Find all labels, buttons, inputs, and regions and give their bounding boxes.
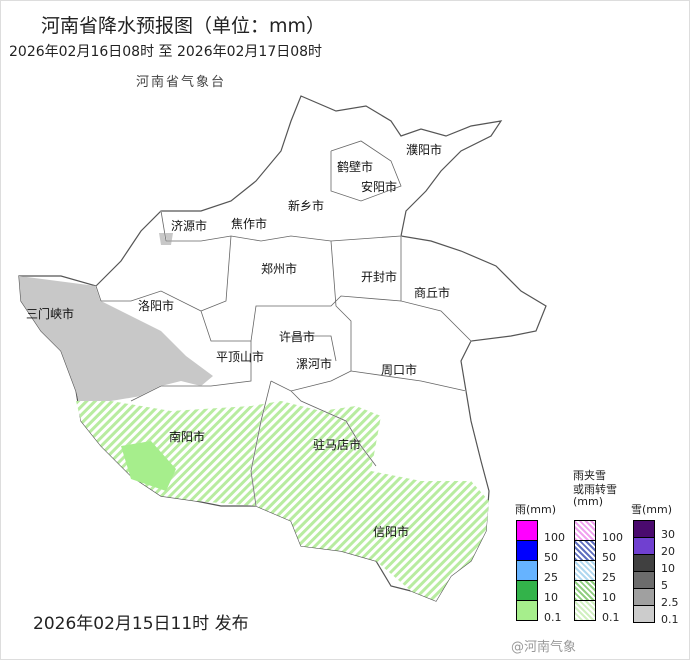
- city-label: 开封市: [361, 270, 398, 284]
- snow-area: [19, 276, 213, 411]
- city-label: 焦作市: [231, 217, 268, 231]
- city-label: 平顶山市: [216, 350, 265, 364]
- legend-value: 25: [602, 571, 616, 584]
- issue-time: 2026年02月15日11时 发布: [33, 614, 249, 634]
- city-label: 信阳市: [373, 525, 410, 539]
- legend-rain-title: 雨(mm): [515, 503, 557, 516]
- city-label: 周口市: [381, 363, 418, 377]
- city-label: 濮阳市: [406, 143, 443, 157]
- legend-value: 30: [661, 528, 675, 541]
- legend-swatch: [633, 605, 655, 623]
- legend-swatch: [516, 560, 538, 581]
- city-label: 郑州市: [261, 262, 298, 276]
- city-label: 许昌市: [279, 330, 316, 344]
- city-label: 洛阳市: [138, 299, 175, 313]
- legend-value: 50: [602, 551, 616, 564]
- legend-swatch: [633, 537, 655, 555]
- agency-name: 河南省气象台: [136, 75, 227, 90]
- legend-swatch: [574, 580, 596, 601]
- map-title: 河南省降水预报图（单位：mm）: [41, 15, 326, 37]
- forecast-period: 2026年02月16日08时 至 2026年02月17日08时: [9, 44, 323, 60]
- legend-snow-title: 雪(mm): [631, 503, 673, 516]
- legend-value: 10: [544, 591, 558, 604]
- city-label: 驻马店市: [313, 438, 362, 452]
- legend-swatch: [633, 520, 655, 538]
- legend-value: 0.1: [544, 611, 562, 624]
- legend-swatch: [516, 520, 538, 541]
- city-label: 南阳市: [169, 430, 206, 444]
- legend-mixed-unit: (mm): [573, 495, 604, 508]
- legend-value: 50: [544, 551, 558, 564]
- legend-mixed-title: 或雨转雪: [573, 483, 617, 496]
- legend-swatch: [633, 588, 655, 606]
- legend-swatch: [516, 580, 538, 601]
- legend-value: 20: [661, 545, 675, 558]
- legend-value: 10: [661, 562, 675, 575]
- legend-swatch: [516, 600, 538, 621]
- light-rain-area: [121, 441, 176, 491]
- city-label: 济源市: [171, 219, 208, 233]
- legend-value: 25: [544, 571, 558, 584]
- legend-swatch: [574, 600, 596, 621]
- city-label: 安阳市: [361, 180, 398, 194]
- legend-value: 0.1: [602, 611, 620, 624]
- legend-swatch: [633, 571, 655, 589]
- city-label: 新乡市: [288, 199, 325, 213]
- city-label: 三门峡市: [26, 307, 75, 321]
- city-label: 商丘市: [414, 286, 451, 300]
- legend-swatch: [574, 520, 596, 541]
- legend-value: 100: [602, 531, 623, 544]
- legend-swatch: [574, 560, 596, 581]
- legend-value: 10: [602, 591, 616, 604]
- city-label: 漯河市: [296, 357, 333, 371]
- legend-swatch: [574, 540, 596, 561]
- watermark: @河南气象: [511, 640, 577, 655]
- legend-value: 2.5: [661, 596, 679, 609]
- mixed-precip-area: [76, 401, 489, 601]
- legend-mixed-title: 雨夹雪: [573, 469, 606, 482]
- legend-value: 0.1: [661, 613, 679, 626]
- legend-swatch: [633, 554, 655, 572]
- legend-value: 5: [661, 579, 668, 592]
- legend-swatch: [516, 540, 538, 561]
- city-label: 鹤壁市: [337, 160, 374, 174]
- legend-value: 100: [544, 531, 565, 544]
